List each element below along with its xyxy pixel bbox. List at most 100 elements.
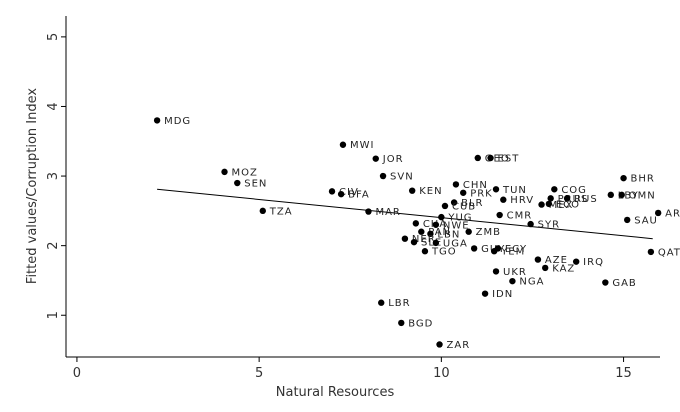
data-point: [654, 209, 662, 217]
data-point-label: PRK: [470, 188, 493, 199]
data-point: [450, 199, 458, 206]
data-point-label: CUB: [452, 201, 476, 212]
data-point-label: EST: [498, 153, 520, 164]
data-point: [545, 200, 553, 208]
data-point-label: UKR: [503, 267, 527, 278]
data-point: [408, 187, 416, 194]
data-point-label: IDN: [492, 289, 513, 300]
data-point: [481, 290, 489, 297]
data-point-label: CMR: [507, 211, 533, 222]
data-point-label: YUG: [447, 213, 472, 224]
data-point-label: SYR: [538, 220, 560, 231]
data-point-label: BLR: [461, 198, 483, 209]
data-point: [647, 248, 655, 256]
data-point: [551, 186, 558, 193]
data-point: [534, 256, 542, 263]
y-axis-title: Fitted values/Corruption Index: [25, 88, 40, 284]
data-point: [547, 195, 554, 202]
data-point-label: BFA: [348, 190, 370, 201]
data-point: [465, 228, 472, 235]
data-point: [470, 245, 478, 252]
data-point-label: TUN: [502, 185, 527, 196]
data-point: [492, 186, 500, 193]
data-point: [492, 268, 500, 275]
data-point: [441, 202, 449, 210]
data-point: [379, 172, 387, 180]
data-point: [490, 248, 498, 255]
data-point: [500, 196, 507, 203]
data-point-label: JOR: [382, 154, 404, 165]
data-point-label: PAN: [428, 227, 451, 238]
data-point: [259, 207, 266, 215]
data-point-label: LBY: [618, 190, 639, 201]
data-point: [432, 221, 440, 228]
data-point-label: SVN: [390, 172, 414, 183]
data-point-label: PRUS: [558, 194, 589, 205]
data-point-label: MOZ: [232, 167, 258, 178]
data-point: [337, 190, 345, 198]
data-point-label: AZE: [545, 255, 568, 266]
data-point-label: BHR: [631, 174, 655, 185]
data-point: [542, 264, 549, 272]
data-point: [432, 239, 440, 247]
fitted-line: [157, 188, 653, 240]
data-point: [372, 155, 379, 162]
data-point: [418, 228, 425, 235]
data-point-label: GAB: [612, 278, 636, 289]
data-point: [496, 211, 503, 219]
data-point: [474, 154, 481, 162]
data-point-label: ARE: [665, 208, 680, 219]
data-point-label: YEM: [500, 247, 525, 258]
data-point: [620, 174, 627, 182]
data-point-label: LBN: [437, 229, 460, 240]
data-point: [538, 201, 545, 208]
data-point-label: UGA: [443, 238, 468, 249]
data-point-label: SAU: [634, 215, 658, 226]
data-point: [527, 220, 534, 228]
data-point-label: SLE: [421, 238, 442, 249]
data-point-label: NWE: [443, 220, 470, 231]
data-point: [563, 195, 571, 202]
data-point-label: OMN: [629, 190, 656, 201]
data-point-label: LBR: [388, 298, 410, 309]
data-point-label: HRV: [510, 195, 534, 206]
y-tick-label: 3: [46, 172, 61, 180]
y-tick-label: 4: [46, 102, 61, 110]
x-tick-label: 10: [433, 366, 450, 381]
data-point-label: COG: [561, 185, 587, 196]
data-point-label: MAR: [375, 207, 400, 218]
data-point: [487, 154, 494, 162]
data-point-label: BGD: [408, 318, 433, 329]
data-point: [438, 213, 445, 221]
data-point-label: SEN: [244, 179, 267, 190]
data-point: [339, 141, 347, 148]
data-point: [624, 216, 631, 224]
data-point: [378, 299, 385, 306]
data-point: [421, 248, 429, 255]
data-point: [572, 258, 580, 265]
data-point-label: ZAR: [447, 340, 471, 351]
data-point-label: IRQ: [583, 257, 604, 268]
data-point-label: KEN: [419, 186, 442, 197]
data-point: [452, 181, 460, 188]
y-tick-label: 2: [46, 242, 61, 250]
data-point-label: MEX: [549, 200, 574, 211]
x-tick-label: 0: [73, 366, 81, 381]
y-tick-label: 1: [46, 311, 61, 319]
data-point-label: KAZ: [552, 263, 575, 274]
data-point: [401, 235, 409, 242]
data-point: [398, 319, 405, 327]
data-point-label: MWI: [350, 140, 374, 151]
data-point: [234, 179, 241, 187]
data-point-label: NER: [412, 234, 436, 245]
data-point: [153, 117, 161, 124]
data-point-label: QAT: [658, 247, 680, 258]
data-point-label: ECO: [556, 199, 580, 210]
data-point: [410, 238, 418, 246]
data-point-label: NGA: [519, 277, 544, 288]
data-point-label: TGO: [431, 247, 457, 258]
ticks: 0 5 10 15 1 2 3 4 5: [46, 33, 632, 381]
data-point: [436, 341, 443, 348]
data-point: [328, 188, 336, 195]
data-point: [509, 277, 516, 285]
